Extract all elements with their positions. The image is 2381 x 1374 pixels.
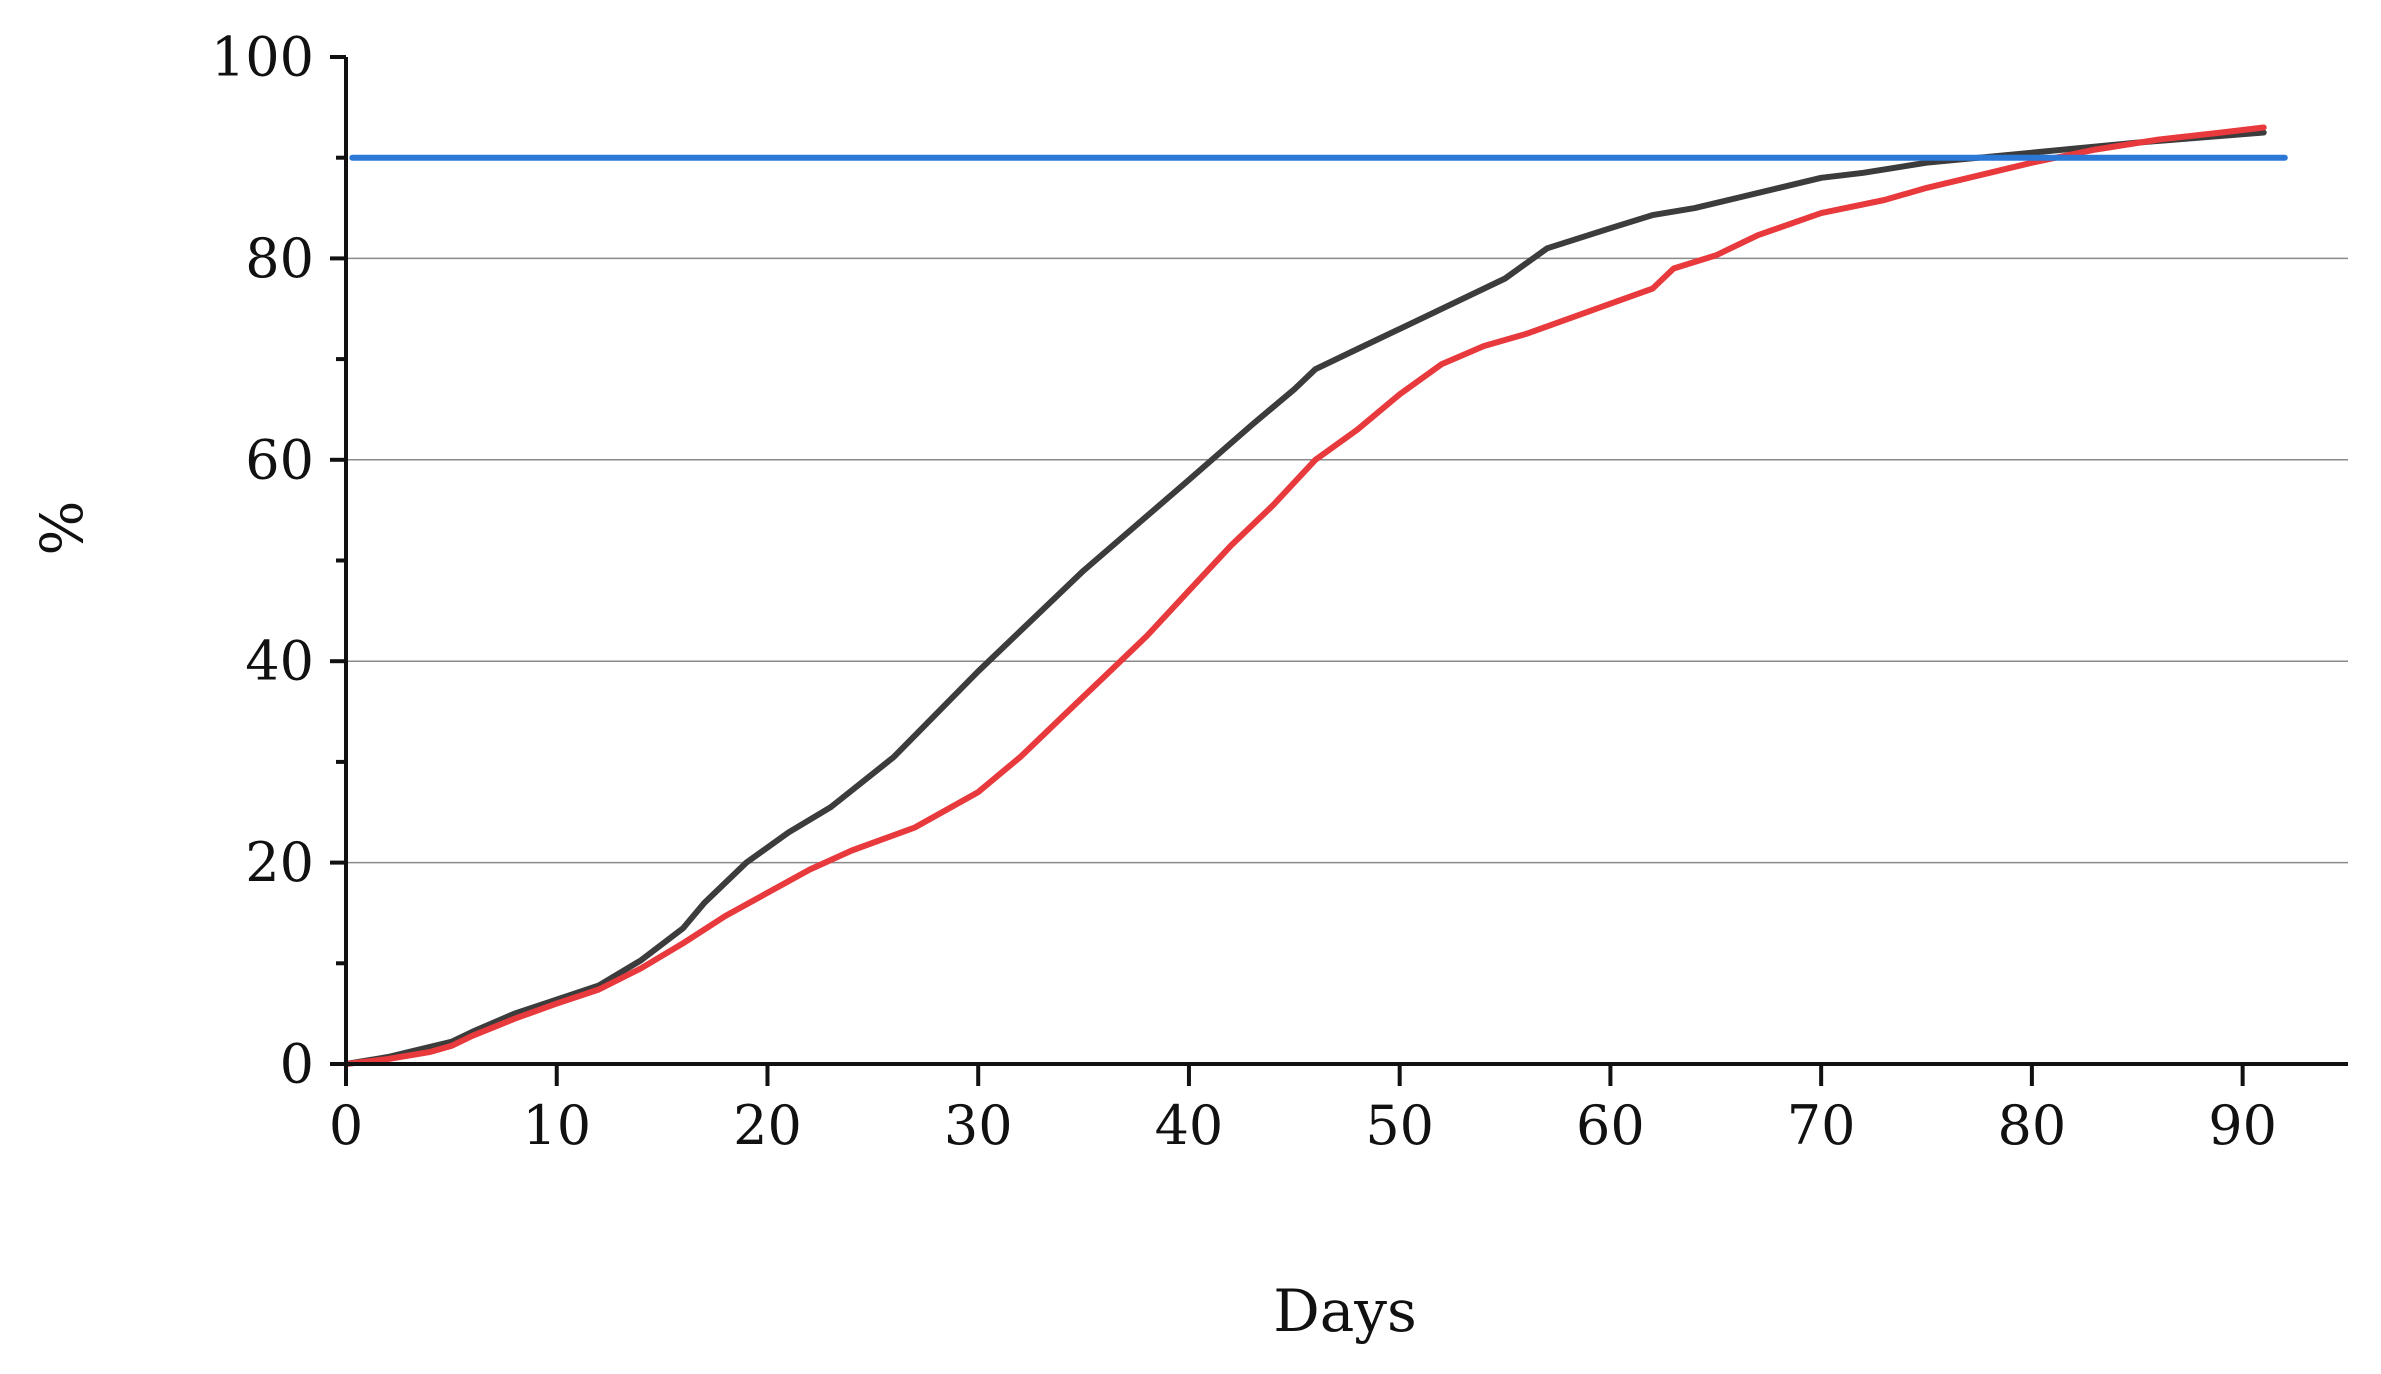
x-tick-label-90: 90 (2208, 1094, 2277, 1157)
series-line-2 (343, 124, 2267, 1067)
y-tick-label-100: 100 (211, 26, 314, 89)
y-axis-title: % (28, 500, 96, 555)
y-tick-label-80: 80 (245, 227, 314, 290)
tick-labels: 0 20 40 60 80 100 0 10 20 30 40 50 60 70 80 90 (211, 26, 2277, 1158)
x-tick-label-10: 10 (522, 1094, 591, 1157)
x-axis-title: Days (1273, 1277, 1417, 1345)
y-tick-label-20: 20 (245, 831, 314, 894)
series-lines (343, 124, 2288, 1067)
x-tick-label-40: 40 (1155, 1094, 1224, 1157)
axes (330, 55, 2348, 1086)
x-tick-label-0: 0 (329, 1094, 363, 1157)
x-tick-label-20: 20 (733, 1094, 802, 1157)
x-tick-label-30: 30 (944, 1094, 1013, 1157)
y-tick-label-60: 60 (245, 428, 314, 491)
x-tick-label-70: 70 (1787, 1094, 1856, 1157)
x-tick-label-80: 80 (1998, 1094, 2067, 1157)
series-line-1 (343, 129, 2267, 1067)
y-tick-label-0: 0 (280, 1033, 314, 1096)
x-tick-label-60: 60 (1576, 1094, 1645, 1157)
y-tick-label-40: 40 (245, 630, 314, 693)
gridlines (346, 257, 2348, 864)
x-tick-label-50: 50 (1365, 1094, 1434, 1157)
